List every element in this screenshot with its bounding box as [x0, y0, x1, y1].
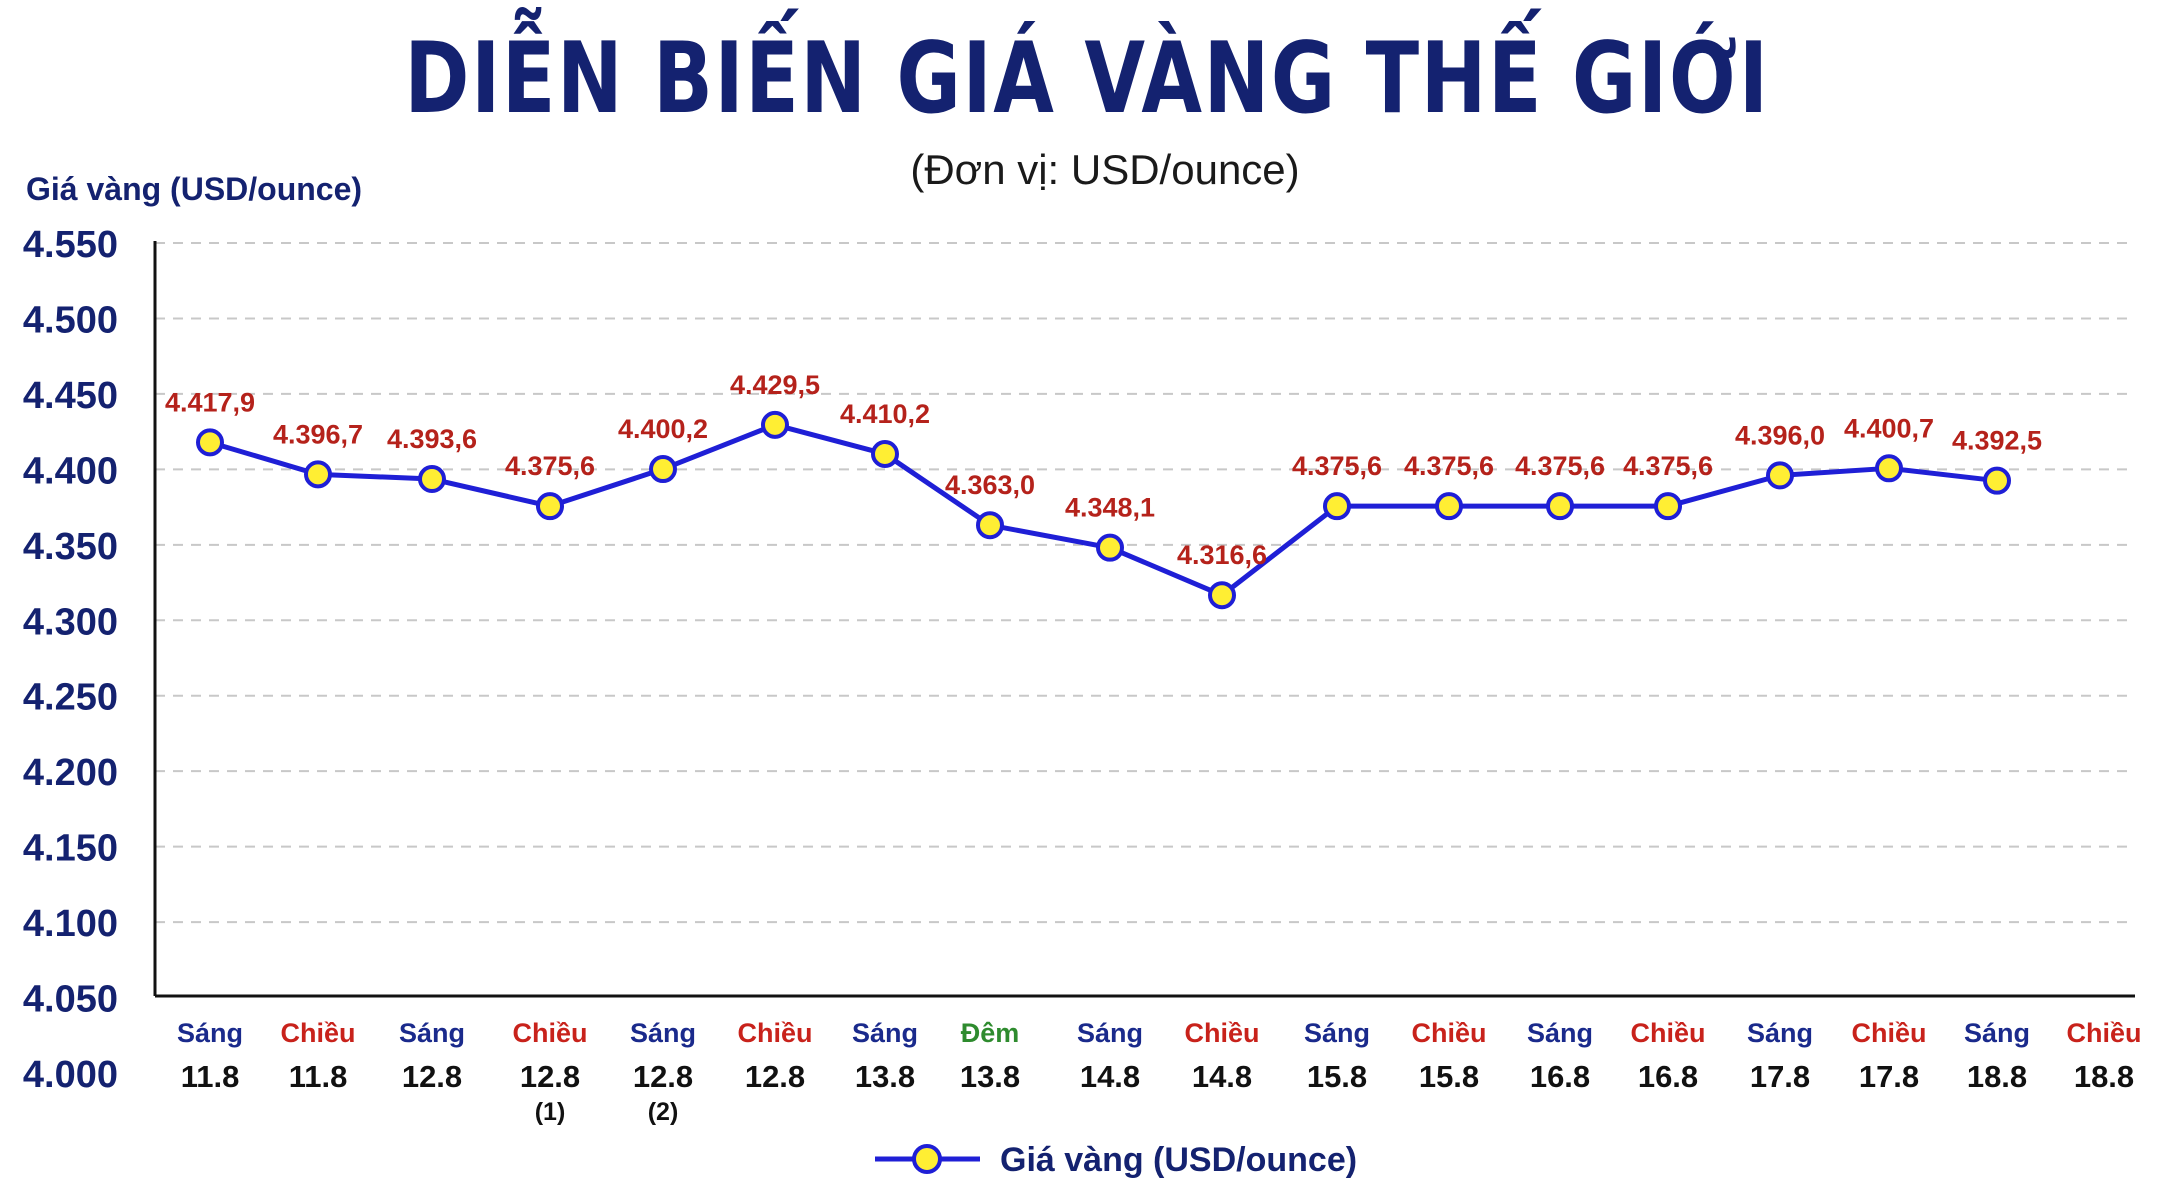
x-tick-session: Sáng — [1747, 1018, 1813, 1048]
data-point — [1656, 494, 1680, 518]
x-tick-session: Sáng — [1964, 1018, 2030, 1048]
y-tick-label: 4.050 — [23, 979, 118, 1021]
y-tick-label: 4.500 — [23, 299, 118, 341]
gridlines — [155, 243, 2135, 922]
data-point — [873, 442, 897, 466]
x-tick-date: 15.8 — [1307, 1059, 1367, 1094]
data-point — [1548, 494, 1572, 518]
x-tick-date: 18.8 — [2074, 1059, 2134, 1094]
data-label: 4.400,7 — [1844, 413, 1934, 443]
x-tick-date: 15.8 — [1419, 1059, 1479, 1094]
data-label: 4.363,0 — [945, 470, 1035, 500]
y-tick-labels: 4.000 4.050 4.100 4.150 4.200 4.250 4.300 4.350… — [23, 224, 118, 1096]
x-tick-session: Chiều — [1851, 1018, 1926, 1048]
data-label: 4.417,9 — [165, 387, 255, 417]
x-tick-labels: Sáng 11.8 Chiều 11.8 Sáng 12.8 Chiều 12.8 (1) Sán… — [177, 1018, 2142, 1126]
x-tick-date: 14.8 — [1080, 1059, 1140, 1094]
data-point — [978, 513, 1002, 537]
data-point — [763, 413, 787, 437]
legend-label: Giá vàng (USD/ounce) — [1000, 1141, 1357, 1179]
data-point — [198, 430, 222, 454]
data-point — [420, 467, 444, 491]
data-point — [306, 462, 330, 486]
data-point — [1210, 583, 1234, 607]
x-tick-session: Chiều — [2066, 1018, 2141, 1048]
x-tick-date: 17.8 — [1750, 1059, 1810, 1094]
y-tick-label: 4.450 — [23, 375, 118, 417]
x-tick-session: Sáng — [399, 1018, 465, 1048]
x-tick-date: 11.8 — [289, 1059, 348, 1094]
x-tick-date: 18.8 — [1967, 1059, 2027, 1094]
x-tick-session: Chiều — [1630, 1018, 1705, 1048]
x-tick-session: Chiều — [280, 1018, 355, 1048]
data-label: 4.375,6 — [1292, 451, 1382, 481]
x-tick-date: 12.8 — [402, 1059, 462, 1094]
x-tick-date: 17.8 — [1859, 1059, 1919, 1094]
y-tick-label: 4.200 — [23, 752, 118, 794]
x-tick-session: Sáng — [1527, 1018, 1593, 1048]
data-label: 4.400,2 — [618, 414, 708, 444]
x-tick-date: 11.8 — [181, 1059, 240, 1094]
x-tick-session: Sáng — [1077, 1018, 1143, 1048]
data-point — [1325, 494, 1349, 518]
data-point — [1768, 463, 1792, 487]
y-tick-label: 4.300 — [23, 601, 118, 643]
y-tick-label: 4.000 — [23, 1054, 118, 1096]
data-label: 4.348,1 — [1065, 493, 1155, 523]
data-label: 4.392,5 — [1952, 426, 2042, 456]
x-tick-date: 16.8 — [1638, 1059, 1698, 1094]
data-label: 4.396,0 — [1735, 420, 1825, 450]
data-label: 4.429,5 — [730, 370, 820, 400]
data-label: 4.375,6 — [1515, 451, 1605, 481]
x-tick-session: Chiều — [1411, 1018, 1486, 1048]
data-label: 4.375,6 — [1623, 451, 1713, 481]
data-point — [651, 457, 675, 481]
y-tick-label: 4.350 — [23, 526, 118, 568]
x-tick-date: 14.8 — [1192, 1059, 1252, 1094]
y-tick-label: 4.100 — [23, 903, 118, 945]
data-point — [1098, 536, 1122, 560]
x-tick-session: Sáng — [852, 1018, 918, 1048]
y-tick-label: 4.400 — [23, 450, 118, 492]
y-tick-label: 4.250 — [23, 677, 118, 719]
data-label: 4.316,6 — [1177, 540, 1267, 570]
data-label: 4.410,2 — [840, 399, 930, 429]
data-label: 4.393,6 — [387, 424, 477, 454]
axes — [155, 241, 2135, 996]
legend: Giá vàng (USD/ounce) — [875, 1141, 1357, 1179]
x-tick-session: Chiều — [737, 1018, 812, 1048]
data-point — [1877, 456, 1901, 480]
data-point — [1437, 494, 1461, 518]
x-tick-date: 12.8 — [520, 1059, 580, 1094]
x-tick-date: 13.8 — [960, 1059, 1020, 1094]
x-tick-session: Sáng — [630, 1018, 696, 1048]
x-tick-note: (1) — [535, 1098, 566, 1126]
x-tick-session: Sáng — [177, 1018, 243, 1048]
x-tick-session: Chiều — [512, 1018, 587, 1048]
x-tick-note: (2) — [648, 1098, 679, 1126]
x-tick-session: Đêm — [961, 1018, 1020, 1048]
data-label: 4.396,7 — [273, 419, 363, 449]
y-tick-label: 4.150 — [23, 828, 118, 870]
x-tick-date: 12.8 — [633, 1059, 693, 1094]
data-point — [1985, 469, 2009, 493]
x-tick-session: Chiều — [1184, 1018, 1259, 1048]
data-point — [538, 494, 562, 518]
x-tick-date: 16.8 — [1530, 1059, 1590, 1094]
x-tick-date: 12.8 — [745, 1059, 805, 1094]
data-label: 4.375,6 — [505, 451, 595, 481]
legend-marker — [914, 1146, 940, 1172]
y-axis-label: Giá vàng (USD/ounce) — [26, 171, 362, 207]
x-tick-session: Sáng — [1304, 1018, 1370, 1048]
x-tick-date: 13.8 — [855, 1059, 915, 1094]
data-label: 4.375,6 — [1404, 451, 1494, 481]
y-tick-label: 4.550 — [23, 224, 118, 266]
